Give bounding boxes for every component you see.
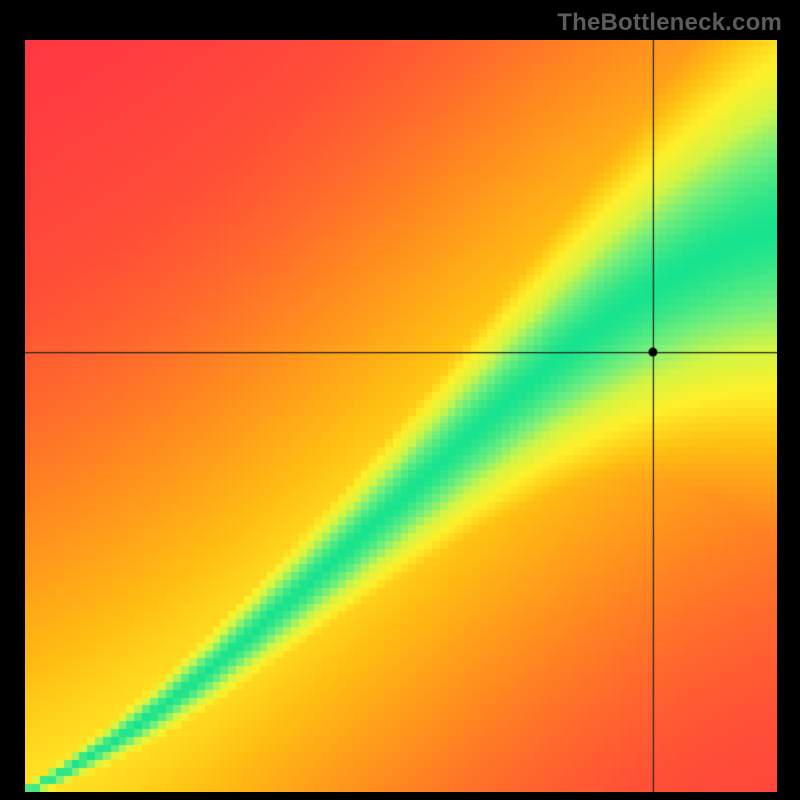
watermark-text: TheBottleneck.com [557,9,782,37]
bottleneck-heatmap [25,40,777,792]
